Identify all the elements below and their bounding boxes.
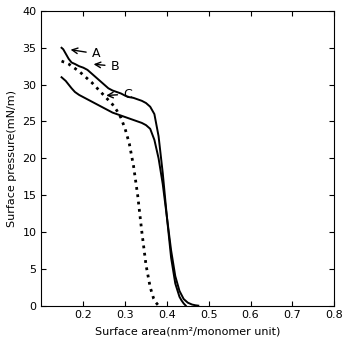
Text: B: B — [95, 60, 119, 73]
Text: C: C — [108, 88, 132, 101]
Text: A: A — [72, 47, 100, 60]
Y-axis label: Surface pressure(mN/m): Surface pressure(mN/m) — [7, 90, 17, 227]
X-axis label: Surface area(nm²/monomer unit): Surface area(nm²/monomer unit) — [95, 326, 280, 336]
